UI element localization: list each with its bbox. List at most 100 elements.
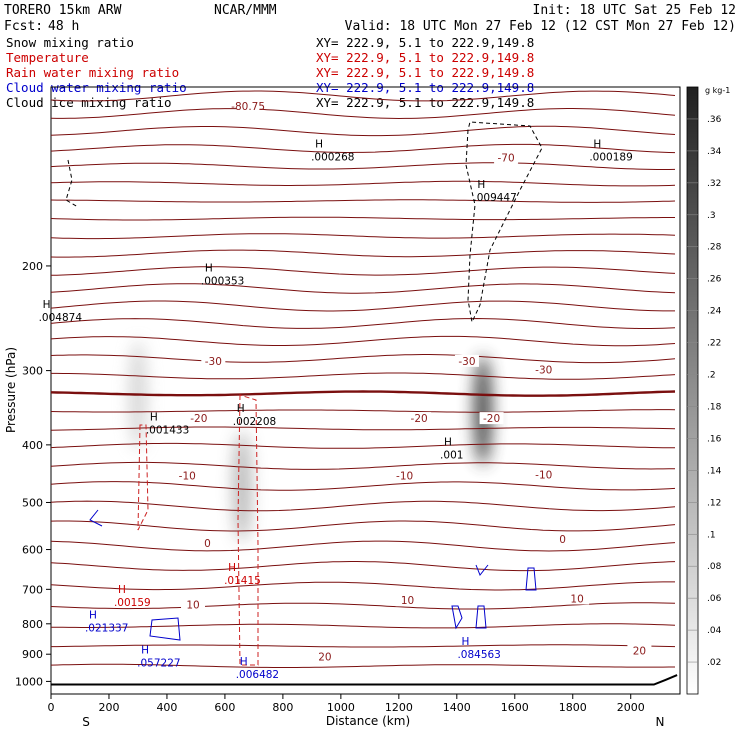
y-tick-label: 800: [22, 618, 43, 631]
x-tick-label: 2000: [617, 701, 645, 714]
isotherm-line: [50, 500, 676, 512]
cloud-water-contour: [475, 605, 487, 629]
isotherm-label-bg: [392, 469, 417, 482]
isotherm-line: [51, 372, 676, 380]
isotherm-line: [50, 90, 676, 102]
isotherm-line: [50, 426, 676, 431]
isotherm-line: [50, 162, 676, 170]
colorbar-ramp: [686, 86, 699, 695]
maximum-value: .000189: [589, 152, 632, 164]
isotherm-label-bg: [531, 363, 556, 376]
isotherm-line: [50, 180, 676, 187]
y-tick-label: 200: [22, 260, 43, 273]
valid-time: Valid: 18 UTC Mon 27 Feb 12 (12 CST Mon …: [345, 19, 736, 34]
maxima-labels: H.000268H.000189H.009447H.000353H.004874…: [39, 139, 633, 681]
init-time: Init: 18 UTC Sat 25 Feb 12: [533, 3, 737, 18]
plot-area: -80.75 -70 -30 -30 -30 -20 -20 -20 -10 -10 -10 0 0 10…: [39, 86, 681, 695]
isotherm-label-bg: [627, 644, 652, 657]
x-axis-label: Distance (km): [326, 714, 410, 728]
isotherm-line: [50, 623, 676, 629]
center-name: NCAR/MMM: [214, 3, 277, 18]
x-tick-label: 1800: [559, 701, 587, 714]
maximum-marker: H: [237, 403, 245, 415]
isotherm-label: -80.75: [231, 101, 265, 113]
isotherm-line: [50, 663, 675, 668]
isotherm-label: -10: [179, 470, 196, 482]
mixing-ratio-contours: [65, 121, 543, 666]
x-tick-label: 1400: [443, 701, 471, 714]
maximum-value: .001: [440, 449, 463, 461]
y-tick-label: 700: [22, 583, 43, 596]
header: TORERO 15km ARW NCAR/MMM Init: 18 UTC Sa…: [4, 3, 736, 34]
isotherm-label-bg: [479, 412, 504, 425]
isotherm-label: 10: [186, 599, 199, 611]
isotherm-line: [50, 216, 675, 221]
isotherm-label: -20: [483, 413, 500, 425]
maximum-marker: H: [240, 656, 248, 668]
isotherm-line: [50, 300, 675, 312]
colorbar-tick-label: .16: [707, 434, 722, 444]
isotherm-label-bg: [175, 469, 200, 482]
isotherm-line: [50, 354, 676, 364]
y-tick-label: 400: [22, 439, 43, 452]
maximum-value: .01415: [224, 575, 261, 587]
endpoint-left: S: [82, 715, 90, 729]
maximum-marker: H: [461, 636, 469, 648]
colorbar-tick-label: .1: [707, 530, 716, 540]
maximum-marker: H: [205, 263, 213, 275]
colorbar-tick-label: .02: [707, 658, 721, 668]
forecast-value: 48 h: [48, 19, 79, 34]
colorbar-tick-label: .28: [707, 243, 722, 253]
terrain-profile: [51, 674, 678, 686]
isotherm-line: [50, 143, 676, 154]
isotherm-label: -20: [190, 413, 207, 425]
colorbar-tick-label: .24: [707, 307, 722, 317]
isotherm-line: [50, 561, 676, 572]
cloud-ice-contour: [465, 121, 543, 324]
colorbar-tick-label: .2: [707, 371, 716, 381]
isotherm-label: -30: [458, 356, 475, 368]
maximum-value: .000353: [201, 276, 244, 288]
maximum-marker: H: [444, 436, 452, 448]
y-tick-label: 1000: [15, 675, 43, 688]
cloud-water-contour: [149, 617, 181, 641]
isotherm-label: 0: [204, 538, 211, 550]
isotherm-label-bg: [186, 412, 211, 425]
isotherm-label-bg: [201, 354, 226, 367]
maximum-value: .009447: [473, 192, 516, 204]
maximum-value: .001433: [146, 425, 189, 437]
isotherm-label: 10: [570, 593, 583, 605]
isotherm-line: [50, 317, 676, 329]
x-tick-label: 1000: [327, 701, 355, 714]
legend-xy-snow: XY= 222.9, 5.1 to 222.9,149.8: [316, 35, 534, 50]
colorbar-tick-label: .26: [707, 275, 722, 285]
isotherm-label: -20: [411, 413, 428, 425]
colorbar-tick-label: .06: [707, 594, 722, 604]
isotherm-line: [50, 335, 676, 347]
x-tick-label: 1600: [501, 701, 529, 714]
x-tick-label: 800: [272, 701, 293, 714]
colorbar-tick-label: .18: [707, 402, 722, 412]
isotherm-line: [50, 461, 676, 470]
maximum-marker: H: [89, 609, 97, 621]
isotherm-line: [50, 540, 676, 552]
maximum-marker: H: [228, 562, 236, 574]
y-tick-label: 900: [22, 648, 43, 661]
isotherm-label: 10: [401, 595, 414, 607]
maximum-value: .084563: [457, 649, 500, 661]
isotherm-line: [50, 442, 675, 449]
isotherm-label: 0: [559, 534, 566, 546]
maximum-value: .00159: [114, 597, 151, 609]
snow-shading: [128, 340, 492, 542]
isotherm-line: [51, 644, 676, 648]
maximum-value: .004874: [39, 312, 83, 324]
isotherm-label: -10: [396, 470, 413, 482]
x-tick-label: 0: [48, 701, 55, 714]
legend-xy-temperature: XY= 222.9, 5.1 to 222.9,149.8: [316, 50, 534, 65]
y-tick-label: 300: [22, 365, 43, 378]
rain-contour: [237, 394, 259, 666]
plot-frame: [50, 86, 681, 695]
maximum-marker: H: [141, 644, 149, 656]
snow-plume: [473, 355, 492, 466]
isotherm-line: [50, 249, 676, 258]
